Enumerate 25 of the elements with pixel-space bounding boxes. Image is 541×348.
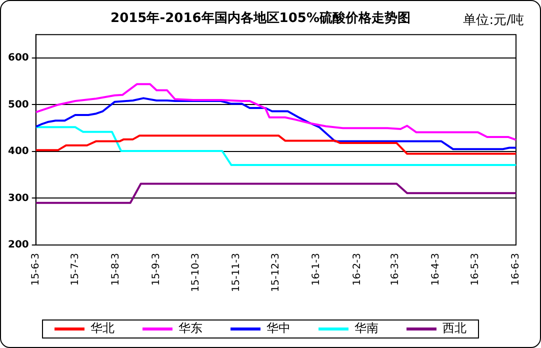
y-tick-label: 500 xyxy=(8,99,29,110)
y-tick-label: 400 xyxy=(8,146,29,158)
y-tick-label: 600 xyxy=(8,52,29,64)
legend-label: 华东 xyxy=(178,321,202,336)
x-tick-label: 16-1-3 xyxy=(311,252,322,286)
y-tick-label: 200 xyxy=(8,240,29,251)
x-tick-label: 16-3-3 xyxy=(390,252,401,286)
chart-title: 2015年-2016年国内各地区105%硫酸价格走势图 xyxy=(110,10,410,26)
x-tick-label: 15-12-3 xyxy=(270,252,282,292)
x-tick-label: 16-5-3 xyxy=(470,252,481,286)
x-tick-label: 15-11-3 xyxy=(231,252,242,292)
x-tick-label: 16-4-3 xyxy=(430,252,442,286)
x-tick-label: 15-10-3 xyxy=(190,252,202,292)
x-tick-label: 15-6-3 xyxy=(30,252,42,286)
legend-label: 华中 xyxy=(266,321,290,336)
text: 单位:元/吨 xyxy=(463,12,524,29)
x-tick-label: 16-6-3 xyxy=(510,252,522,286)
legend-label: 西北 xyxy=(442,321,466,336)
legend-label: 华南 xyxy=(354,321,378,336)
x-tick-label: 16-2-3 xyxy=(352,252,363,286)
x-tick-label: 15-8-3 xyxy=(110,252,122,286)
x-tick-label: 15-7-3 xyxy=(70,252,81,286)
y-tick-label: 300 xyxy=(8,192,29,204)
legend-label: 华北 xyxy=(90,321,114,336)
x-tick-label: 15-9-3 xyxy=(151,252,162,286)
